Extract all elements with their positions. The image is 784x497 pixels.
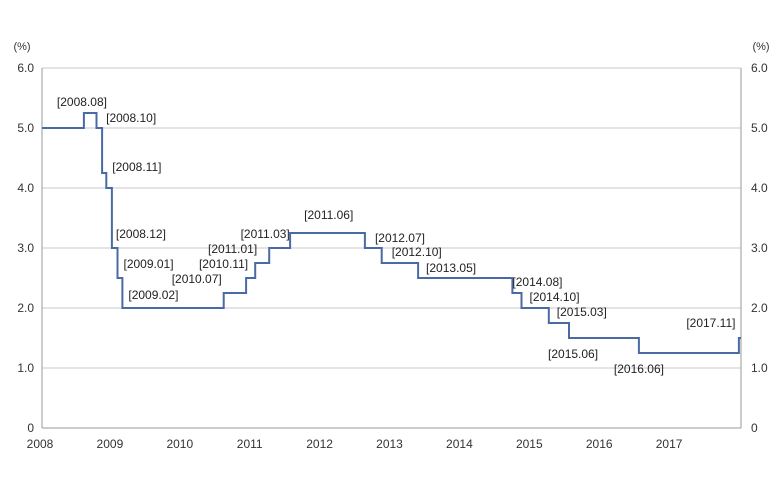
x-tick-label: 2010 [166, 437, 193, 451]
y-tick-label-right: 3.0 [751, 241, 768, 255]
annotation-label: [2015.06] [548, 347, 598, 361]
annotation-label: [2010.07] [172, 272, 222, 286]
series-line [42, 112, 741, 354]
annotation-label: [2016.06] [614, 362, 664, 376]
y-tick-label-right: 0 [751, 421, 758, 435]
annotation-label: [2008.10] [106, 111, 156, 125]
annotation-label: [2009.01] [123, 257, 173, 271]
y-tick-label-left: 1.0 [17, 361, 34, 375]
x-tick-label: 2012 [306, 437, 333, 451]
y-unit-left: (%) [13, 41, 30, 53]
x-tick-label: 2016 [586, 437, 613, 451]
x-tick-label: 2011 [237, 437, 263, 451]
y-tick-label-right: 5.0 [751, 121, 768, 135]
x-axis: 2008 2009 2010 2011 2012 2013 2014 2015 2016 2017 [27, 437, 683, 451]
y-tick-label-left: 0 [27, 421, 34, 435]
x-tick-label: 2015 [516, 437, 543, 451]
annotation-label: [2008.08] [57, 95, 107, 109]
x-tick-label: 2008 [27, 437, 54, 451]
x-tick-label: 2013 [376, 437, 403, 451]
annotation-label: [2011.01] [208, 242, 257, 256]
y-tick-label-right: 2.0 [751, 301, 768, 315]
y-tick-label-right: 4.0 [751, 181, 768, 195]
x-tick-label: 2009 [97, 437, 124, 451]
y-tick-label-left: 5.0 [17, 121, 34, 135]
y-axis-right: 0 1.0 2.0 3.0 4.0 5.0 6.0 [751, 61, 768, 435]
annotation-label: [2008.11] [112, 160, 161, 174]
annotation-label: [2011.06] [304, 208, 353, 222]
annotation-label: [2017.11] [686, 316, 735, 330]
x-tick-label: 2017 [656, 437, 683, 451]
x-tick-label: 2014 [446, 437, 473, 451]
rate-series [42, 112, 741, 354]
annotation-label: [2009.02] [128, 288, 178, 302]
annotations: [2008.08] [2008.10] [2008.11] [2008.12] [200… [57, 95, 736, 376]
annotation-label: [2012.07] [375, 231, 425, 245]
y-axis-left: 0 1.0 2.0 3.0 4.0 5.0 6.0 [17, 61, 34, 435]
y-unit-right: (%) [752, 41, 769, 53]
annotation-label: [2008.12] [116, 227, 166, 241]
annotation-label: [2015.03] [557, 305, 607, 319]
annotation-label: [2014.10] [530, 290, 580, 304]
annotation-label: [2014.08] [512, 275, 562, 289]
y-tick-label-right: 6.0 [751, 61, 768, 75]
y-tick-label-right: 1.0 [751, 361, 768, 375]
annotation-label: [2013.05] [426, 261, 476, 275]
annotation-label: [2011.03] [241, 227, 290, 241]
y-tick-label-left: 3.0 [17, 241, 34, 255]
y-tick-label-left: 6.0 [17, 61, 34, 75]
annotation-label: [2010.11] [199, 257, 248, 271]
y-tick-label-left: 4.0 [17, 181, 34, 195]
y-tick-label-left: 2.0 [17, 301, 34, 315]
annotation-label: [2012.10] [392, 245, 442, 259]
